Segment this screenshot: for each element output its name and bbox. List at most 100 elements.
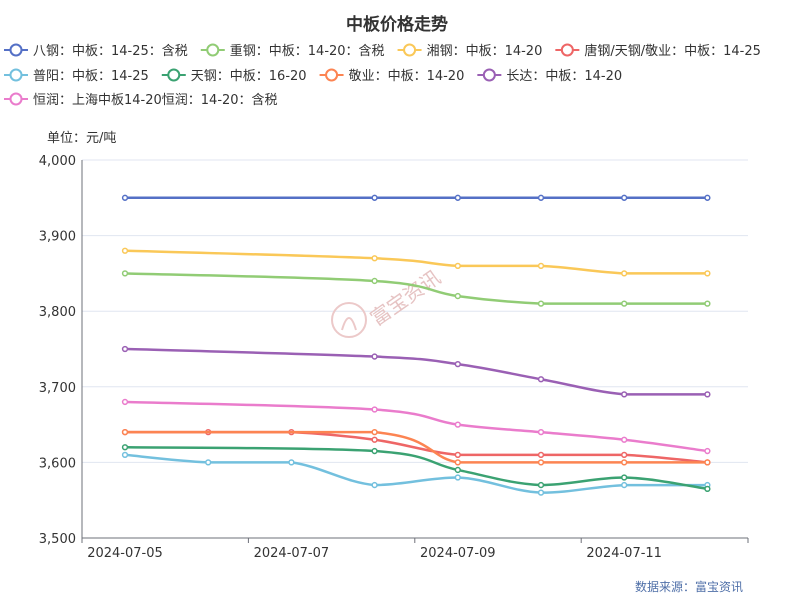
legend-label: 长达：中板：14-20 bbox=[506, 69, 622, 84]
data-point[interactable] bbox=[621, 451, 628, 458]
data-point[interactable] bbox=[371, 406, 378, 413]
data-point[interactable] bbox=[704, 300, 711, 307]
grid-lines bbox=[82, 159, 748, 463]
series-8 bbox=[121, 398, 711, 455]
legend-marker-icon bbox=[560, 43, 574, 57]
legend-marker-icon bbox=[482, 68, 496, 82]
data-point[interactable] bbox=[454, 474, 461, 481]
x-tick-label: 2024-07-07 bbox=[254, 546, 330, 561]
series-7 bbox=[121, 345, 711, 398]
legend-item[interactable]: 湘钢：中板：14-20 bbox=[397, 43, 543, 59]
data-point[interactable] bbox=[537, 481, 545, 489]
series-6 bbox=[121, 429, 711, 466]
legend-item[interactable]: 长达：中板：14-20 bbox=[477, 68, 622, 84]
y-axis-label: 单位：元/吨 bbox=[47, 131, 116, 146]
legend-item[interactable]: 天钢：中板：16-20 bbox=[161, 68, 307, 84]
data-point[interactable] bbox=[621, 474, 628, 481]
y-tick-label: 3,700 bbox=[39, 381, 76, 396]
data-point[interactable] bbox=[704, 447, 711, 455]
data-point[interactable] bbox=[621, 436, 628, 443]
data-point[interactable] bbox=[621, 391, 628, 398]
data-point[interactable] bbox=[371, 277, 378, 285]
series-line bbox=[124, 446, 708, 491]
legend-marker-icon bbox=[206, 43, 220, 57]
data-point[interactable] bbox=[454, 360, 461, 368]
chart-legend: 八钢：中板：14-25：含税 重钢：中板：14-20：含税 湘钢：中板：14-20 唐… bbox=[4, 43, 761, 108]
legend-item[interactable]: 八钢：中板：14-25：含税 bbox=[4, 43, 188, 59]
data-point[interactable] bbox=[704, 270, 711, 277]
data-point[interactable] bbox=[537, 262, 545, 269]
data-point[interactable] bbox=[537, 451, 545, 458]
data-point[interactable] bbox=[121, 345, 129, 353]
y-tick-label: 3,800 bbox=[39, 305, 76, 320]
legend-item[interactable]: 重钢：中板：14-20：含税 bbox=[200, 43, 385, 59]
y-tick-label: 3,600 bbox=[39, 456, 76, 471]
legend-marker-icon bbox=[403, 43, 417, 57]
data-point[interactable] bbox=[205, 459, 212, 466]
data-point[interactable] bbox=[371, 481, 378, 489]
legend-marker-icon bbox=[9, 92, 23, 106]
data-point[interactable] bbox=[454, 466, 461, 474]
data-point[interactable] bbox=[454, 421, 461, 428]
x-tick-label: 2024-07-05 bbox=[87, 546, 163, 561]
data-point[interactable] bbox=[704, 459, 711, 466]
data-point[interactable] bbox=[537, 376, 545, 383]
data-point[interactable] bbox=[704, 485, 711, 493]
data-point[interactable] bbox=[121, 398, 129, 406]
data-point[interactable] bbox=[371, 436, 378, 443]
data-point[interactable] bbox=[371, 353, 378, 360]
data-point[interactable] bbox=[121, 429, 129, 436]
data-point[interactable] bbox=[621, 459, 628, 466]
data-point[interactable] bbox=[621, 194, 628, 201]
data-point[interactable] bbox=[454, 451, 461, 458]
data-point[interactable] bbox=[537, 489, 545, 496]
legend-label: 湘钢：中板：14-20 bbox=[427, 44, 543, 59]
data-point[interactable] bbox=[121, 247, 129, 254]
data-point[interactable] bbox=[121, 444, 129, 451]
series-5 bbox=[121, 444, 711, 493]
legend-label: 敬业：中板：14-20 bbox=[349, 68, 465, 84]
data-point[interactable] bbox=[537, 459, 545, 466]
data-point[interactable] bbox=[371, 255, 378, 262]
watermark: 富宝资讯 bbox=[331, 265, 445, 338]
data-point[interactable] bbox=[621, 270, 628, 277]
data-point[interactable] bbox=[371, 447, 378, 455]
data-point[interactable] bbox=[454, 459, 461, 466]
data-point[interactable] bbox=[121, 451, 129, 458]
data-point[interactable] bbox=[621, 300, 628, 307]
legend-label: 八钢：中板：14-25：含税 bbox=[33, 43, 188, 59]
series-line bbox=[124, 453, 708, 494]
data-point[interactable] bbox=[537, 429, 545, 436]
data-point[interactable] bbox=[121, 194, 129, 201]
data-point[interactable] bbox=[454, 194, 461, 201]
legend-item[interactable]: 敬业：中板：14-20 bbox=[319, 68, 465, 84]
y-tick-label: 3,500 bbox=[39, 532, 76, 547]
data-point[interactable] bbox=[371, 429, 378, 436]
series-line bbox=[124, 249, 708, 275]
legend-marker-icon bbox=[167, 68, 181, 82]
legend-label: 普阳：中板：14-25 bbox=[33, 69, 149, 84]
data-point[interactable] bbox=[454, 262, 461, 269]
data-point[interactable] bbox=[704, 391, 711, 398]
legend-item[interactable]: 恒润：上海中板14-20恒润：14-20：含税 bbox=[4, 92, 278, 108]
legend-item[interactable]: 普阳：中板：14-25 bbox=[4, 68, 149, 84]
legend-marker-icon bbox=[325, 68, 339, 82]
data-point[interactable] bbox=[537, 300, 545, 307]
series-line bbox=[124, 400, 708, 453]
axes: 3,500 3,600 3,700 3,800 3,900 4,000 2024-07-05… bbox=[39, 154, 749, 561]
x-tick-label: 2024-07-11 bbox=[586, 546, 662, 561]
data-source: 数据来源：富宝资讯 bbox=[635, 579, 743, 594]
data-point[interactable] bbox=[288, 459, 295, 466]
data-point[interactable] bbox=[371, 194, 378, 201]
series-0 bbox=[121, 194, 711, 201]
watermark-flame-icon bbox=[341, 317, 357, 331]
data-point[interactable] bbox=[454, 292, 461, 300]
series-line bbox=[124, 347, 708, 396]
data-point[interactable] bbox=[704, 194, 711, 201]
legend-label: 天钢：中板：16-20 bbox=[191, 69, 307, 84]
data-point[interactable] bbox=[537, 194, 545, 201]
data-point[interactable] bbox=[121, 270, 129, 277]
legend-item[interactable]: 唐钢/天钢/敬业：中板：14-25 bbox=[555, 43, 761, 59]
legend-marker-icon bbox=[9, 68, 23, 82]
data-point[interactable] bbox=[621, 481, 628, 489]
